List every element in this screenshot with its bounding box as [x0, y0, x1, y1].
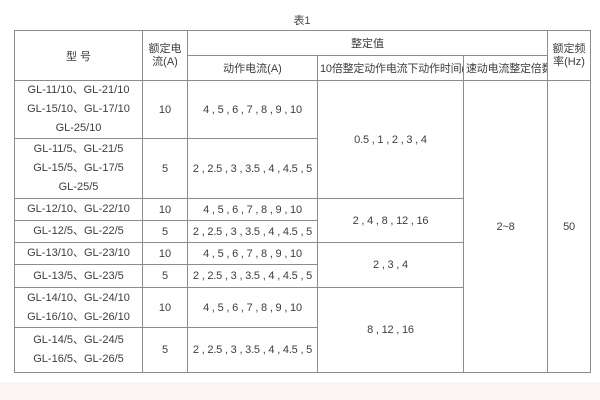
relay-spec-table: 型 号 额定电 流(A) 整定值 额定频 率(Hz) 动作电流(A) 10倍整定…	[14, 30, 592, 373]
rated-current-cell: 10	[142, 287, 188, 328]
action-time-cell: 2 , 3 , 4	[317, 242, 464, 288]
rated-current-cell: 10	[142, 80, 188, 139]
action-time-cell: 0.5 , 1 , 2 , 3 , 4	[317, 80, 464, 199]
header-row-2: 动作电流(A) 10倍整定动作电流下动作时间(S) 速动电流整定倍数	[15, 55, 591, 81]
model-line: GL-16/5、GL-26/5	[33, 353, 124, 365]
model-line: GL-14/10、GL-24/10	[27, 291, 130, 304]
header-rated-frequency: 额定频 率(Hz)	[547, 30, 592, 81]
table-row: GL-13/5、GL-23/5 5 2 , 2.5 , 3 , 3.5 , 4 …	[14, 264, 591, 288]
header-rated-frequency-line1: 额定频	[552, 42, 586, 55]
header-rated-current: 额定电 流(A)	[142, 30, 188, 81]
action-current-cell: 4 , 5 , 6 , 7 , 8 , 9 , 10	[187, 287, 318, 328]
table-row: GL-13/10、GL-23/10 10 4 , 5 , 6 , 7 , 8 ,…	[14, 242, 591, 288]
model-line: GL-25/5	[58, 181, 99, 193]
action-current-cell: 4 , 5 , 6 , 7 , 8 , 9 , 10	[187, 80, 318, 139]
action-current-cell: 2 , 2.5 , 3 , 3.5 , 4 , 4.5 , 5	[187, 138, 318, 199]
quick-multiple-cell: 2~8	[462, 80, 549, 373]
header-setting-value: 整定值	[186, 30, 549, 56]
model-line: GL-11/5、GL-21/5	[33, 143, 124, 155]
table-title: 表1	[293, 15, 311, 27]
header-rated-current-line2: 流(A)	[152, 55, 178, 68]
header-model: 型 号	[14, 30, 143, 81]
header-action-time: 10倍整定动作电流下动作时间(S)	[317, 55, 464, 81]
rated-current-cell: 5	[142, 327, 188, 373]
action-current-cell: 2 , 2.5 , 3 , 3.5 , 4 , 4.5 , 5	[187, 264, 318, 288]
model-line: GL-25/10	[55, 122, 102, 134]
model-cell: GL-11/5、GL-21/5 GL-15/5、GL-17/5 GL-25/5	[14, 138, 143, 199]
model-line: GL-11/10、GL-21/10	[27, 84, 130, 96]
model-line: GL-12/10、GL-22/10	[27, 203, 130, 215]
action-current-cell: 4 , 5 , 6 , 7 , 8 , 9 , 10	[187, 242, 318, 265]
bottom-pink-band	[0, 382, 600, 400]
table-row: GL-12/5、GL-22/5 5 2 , 2.5 , 3 , 3.5 , 4 …	[14, 220, 591, 243]
model-line: GL-14/5、GL-24/5	[33, 334, 124, 346]
model-cell: GL-11/10、GL-21/10 GL-15/10、GL-17/10 GL-2…	[14, 80, 143, 139]
rated-current-cell: 10	[142, 198, 188, 221]
model-line: GL-13/5、GL-23/5	[33, 269, 124, 282]
table-row: GL-11/10、GL-21/10 GL-15/10、GL-17/10 GL-2…	[14, 80, 592, 373]
table-row: GL-14/10、GL-24/10 GL-16/10、GL-26/10 10 4…	[14, 287, 591, 373]
action-current-cell: 2 , 2.5 , 3 , 3.5 , 4 , 4.5 , 5	[187, 327, 318, 373]
header-rated-frequency-line2: 率(Hz)	[553, 55, 585, 68]
rated-current-cell: 10	[142, 242, 188, 265]
model-line: GL-16/10、GL-26/10	[27, 310, 130, 323]
table-row: GL-11/5、GL-21/5 GL-15/5、GL-17/5 GL-25/5 …	[14, 138, 591, 199]
header-rated-current-line1: 额定电	[148, 42, 182, 55]
header-action-current: 动作电流(A)	[187, 55, 318, 81]
model-cell: GL-14/5、GL-24/5 GL-16/5、GL-26/5	[14, 327, 143, 373]
action-time-cell: 2 , 4 , 8 , 12 , 16	[317, 198, 464, 243]
model-cell: GL-14/10、GL-24/10 GL-16/10、GL-26/10	[14, 287, 143, 328]
header-quick-multiple: 速动电流整定倍数	[462, 55, 549, 81]
rated-current-cell: 5	[142, 138, 188, 199]
model-cell: GL-13/10、GL-23/10	[14, 242, 143, 265]
table-row: GL-14/5、GL-24/5 GL-16/5、GL-26/5 5 2 , 2.…	[14, 327, 591, 373]
header-row-1: 型 号 额定电 流(A) 整定值 额定频 率(Hz)	[14, 30, 592, 81]
model-line: GL-15/5、GL-17/5	[33, 162, 124, 174]
model-cell: GL-13/5、GL-23/5	[14, 264, 143, 288]
model-line: GL-15/10、GL-17/10	[27, 103, 130, 115]
model-line: GL-13/10、GL-23/10	[27, 247, 130, 259]
rated-current-cell: 5	[142, 264, 188, 288]
rated-frequency-cell: 50	[547, 80, 592, 373]
model-cell: GL-12/10、GL-22/10	[14, 198, 143, 221]
action-current-cell: 4 , 5 , 6 , 7 , 8 , 9 , 10	[187, 198, 318, 221]
rated-current-cell: 5	[142, 220, 188, 243]
model-line: GL-12/5、GL-22/5	[33, 225, 124, 237]
model-cell: GL-12/5、GL-22/5	[14, 220, 143, 243]
action-time-cell: 8 , 12 , 16	[317, 287, 464, 373]
action-current-cell: 2 , 2.5 , 3 , 3.5 , 4 , 4.5 , 5	[187, 220, 318, 243]
